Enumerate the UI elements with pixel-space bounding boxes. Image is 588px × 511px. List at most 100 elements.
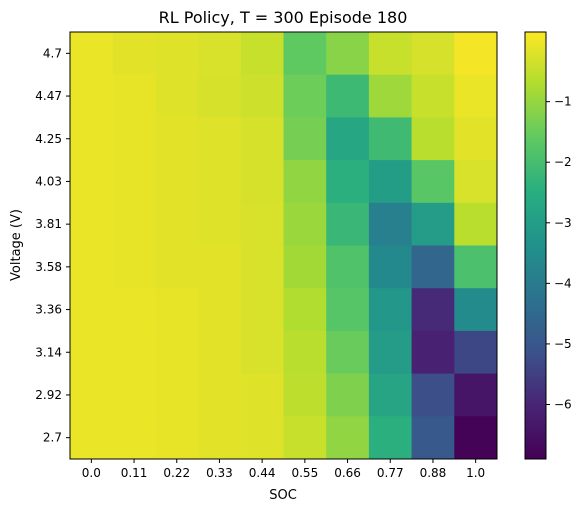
heatmap-cell — [70, 74, 114, 118]
y-tick-label: 4.47 — [35, 89, 62, 103]
heatmap-cell — [70, 32, 114, 76]
heatmap-cells — [70, 32, 498, 460]
heatmap-cell — [240, 288, 284, 332]
x-tick-label: 0.88 — [420, 466, 447, 480]
heatmap-cell — [368, 416, 413, 460]
heatmap-cell — [411, 202, 455, 246]
heatmap-cell — [411, 330, 455, 375]
heatmap-cell — [240, 373, 284, 417]
y-tick-label: 4.03 — [35, 174, 62, 188]
heatmap-cell — [155, 373, 199, 417]
x-tick-label: 0.66 — [334, 466, 361, 480]
heatmap-cell — [155, 416, 199, 460]
heatmap-cell — [198, 288, 242, 332]
heatmap-cell — [155, 160, 199, 204]
colorbar-tick-label: −5 — [554, 337, 572, 351]
heatmap-cell — [368, 160, 413, 204]
heatmap-cell — [198, 32, 242, 76]
y-tick-label: 4.25 — [35, 132, 62, 146]
y-tick-label: 4.7 — [43, 46, 62, 60]
heatmap-cell — [70, 160, 114, 204]
heatmap-cell — [326, 160, 370, 204]
heatmap-cell — [240, 117, 284, 161]
heatmap-cell — [155, 117, 199, 161]
colorbar-ticks: −1 −2 −3 −4 −5 −6 — [546, 95, 572, 411]
y-tick-label: 3.81 — [35, 217, 62, 231]
heatmap-cell — [411, 160, 455, 204]
heatmap-cell — [411, 245, 455, 289]
heatmap-cell — [112, 117, 156, 161]
heatmap-cell — [454, 160, 498, 204]
heatmap-cell — [411, 32, 455, 76]
heatmap-cell — [454, 245, 498, 289]
heatmap-cell — [368, 245, 413, 289]
heatmap-cell — [411, 416, 455, 460]
heatmap-cell — [283, 32, 327, 76]
heatmap-cell — [198, 373, 242, 417]
heatmap-cell — [283, 288, 327, 332]
colorbar-tick-label: −6 — [554, 397, 572, 411]
heatmap-cell — [155, 245, 199, 289]
x-tick-label: 0.55 — [291, 466, 318, 480]
heatmap-cell — [240, 330, 284, 375]
heatmap-cell — [112, 416, 156, 460]
y-tick-label: 3.58 — [35, 260, 62, 274]
heatmap-cell — [368, 74, 413, 118]
colorbar — [524, 31, 547, 460]
heatmap-cell — [454, 330, 498, 375]
heatmap-cell — [240, 202, 284, 246]
heatmap-cell — [283, 202, 327, 246]
heatmap-cell — [70, 202, 114, 246]
heatmap-cell — [326, 416, 370, 460]
heatmap-cell — [112, 202, 156, 246]
heatmap-cell — [70, 117, 114, 161]
x-tick-label: 0.33 — [206, 466, 233, 480]
heatmap-cell — [368, 330, 413, 375]
heatmap-cell — [326, 288, 370, 332]
heatmap-cell — [70, 373, 114, 417]
heatmap-cell — [240, 160, 284, 204]
heatmap-cell — [368, 202, 413, 246]
heatmap-cell — [112, 32, 156, 76]
heatmap-cell — [283, 74, 327, 118]
heatmap-cell — [326, 74, 370, 118]
heatmap-cell — [326, 373, 370, 417]
heatmap-cell — [70, 245, 114, 289]
heatmap-cell — [240, 416, 284, 460]
x-tick-label: 1.0 — [466, 466, 485, 480]
heatmap-cell — [368, 373, 413, 417]
x-tick-label: 0.44 — [249, 466, 276, 480]
heatmap-cell — [454, 373, 498, 417]
heatmap-cell — [326, 117, 370, 161]
x-axis-label: SOC — [269, 488, 297, 503]
heatmap-cell — [368, 32, 413, 76]
heatmap-cell — [112, 160, 156, 204]
heatmap-cell — [198, 160, 242, 204]
heatmap-cell — [155, 202, 199, 246]
heatmap-cell — [240, 32, 284, 76]
x-tick-label: 0.77 — [377, 466, 404, 480]
heatmap-cell — [454, 416, 498, 460]
colorbar-tick-label: −3 — [554, 216, 572, 230]
x-tick-label: 0.11 — [121, 466, 148, 480]
y-tick-label: 2.92 — [35, 388, 62, 402]
heatmap-cell — [454, 202, 498, 246]
y-tick-label: 3.36 — [35, 303, 62, 317]
heatmap-cell — [155, 288, 199, 332]
heatmap-cell — [411, 74, 455, 118]
heatmap-cell — [240, 74, 284, 118]
colorbar-tick-label: −1 — [554, 95, 572, 109]
heatmap-cell — [454, 117, 498, 161]
heatmap-cell — [368, 117, 413, 161]
heatmap-cell — [198, 202, 242, 246]
y-axis: 4.7 4.47 4.25 4.03 3.81 3.58 3.36 3.14 2.92 2.7 — [35, 46, 70, 445]
heatmap-cell — [411, 117, 455, 161]
heatmap-cell — [411, 288, 455, 332]
heatmap-cell — [454, 32, 498, 76]
heatmap-cell — [112, 330, 156, 375]
y-axis-label: Voltage (V) — [9, 209, 24, 281]
heatmap-cell — [155, 330, 199, 375]
heatmap-cell — [112, 373, 156, 417]
heatmap-cell — [198, 245, 242, 289]
